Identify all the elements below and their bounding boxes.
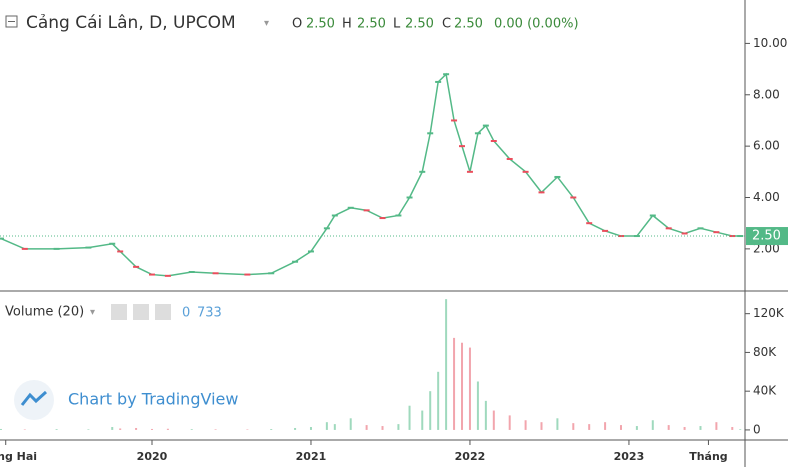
- volume-bar: [55, 429, 58, 430]
- volume-bar: [540, 422, 543, 430]
- volume-bar: [556, 418, 559, 430]
- y-tick-label: 8.00: [753, 87, 780, 101]
- volume-bar: [408, 405, 411, 430]
- volume-bar: [119, 428, 122, 430]
- x-tick-label: 2022: [455, 450, 486, 463]
- volume-bar: [349, 418, 352, 430]
- volume-bar: [731, 427, 734, 430]
- volume-value-b: 733: [197, 306, 222, 321]
- volume-bar: [476, 381, 479, 430]
- dropdown[interactable]: ▾: [90, 307, 95, 318]
- collapse-icon[interactable]: [5, 15, 18, 28]
- volume-bar: [445, 299, 448, 430]
- c-value: 2.50: [454, 17, 483, 32]
- volume-bar: [492, 410, 495, 430]
- volume-bar: [651, 420, 654, 430]
- volume-bar: [150, 428, 153, 430]
- volume-bar: [325, 422, 328, 430]
- volume-bar: [365, 425, 368, 430]
- volume-bar: [429, 391, 432, 430]
- c-label: C: [442, 17, 451, 32]
- x-tick-label: 2021: [296, 450, 327, 463]
- volume-bar: [190, 429, 193, 430]
- volume-bar: [468, 347, 471, 430]
- volume-bar: [309, 427, 312, 430]
- volume-title[interactable]: Volume (20): [5, 305, 84, 320]
- h-label: H: [342, 17, 352, 32]
- volume-bar: [166, 428, 169, 430]
- volume-bar: [588, 424, 591, 430]
- volume-bar: [461, 342, 464, 430]
- y-tick-label: 4.00: [753, 190, 780, 204]
- volume-bar: [508, 415, 511, 430]
- volume-bar: [572, 423, 575, 430]
- x-tick-label: 2023: [614, 450, 645, 463]
- watermark[interactable]: Chart by TradingView: [14, 380, 238, 420]
- x-tick-label: Tháng Hai: [0, 450, 37, 463]
- price-line: [0, 72, 741, 277]
- y-tick-label: 80K: [753, 345, 777, 359]
- volume-bar: [715, 422, 718, 430]
- x-tick-label: Tháng: [689, 450, 727, 463]
- watermark-text: Chart by TradingView: [68, 390, 238, 409]
- volume-bar: [87, 429, 90, 430]
- volume-bar: [111, 427, 114, 430]
- volume-bar: [294, 427, 297, 430]
- volume-bar: [214, 429, 217, 430]
- y-tick-label: 6.00: [753, 139, 780, 153]
- l-label: L: [393, 17, 401, 32]
- last-price-box: [746, 227, 788, 246]
- volume-bar: [699, 426, 702, 430]
- y-tick-label: 40K: [753, 384, 777, 398]
- volume-bar: [604, 422, 607, 430]
- symbol-title[interactable]: Cảng Cái Lân, D, UPCOM: [26, 13, 236, 33]
- volume-bar: [437, 371, 440, 430]
- change: 0.00 (0.00%): [494, 17, 579, 32]
- volume-bar: [524, 420, 527, 430]
- y-tick-label: 10.00: [753, 36, 787, 50]
- volume-bar: [270, 429, 273, 430]
- volume-bar: [135, 427, 138, 430]
- l-value: 2.50: [405, 17, 434, 32]
- volume-value-a: 0: [182, 306, 190, 321]
- volume-bar: [397, 424, 400, 430]
- volume-bar: [739, 429, 742, 430]
- dropdown[interactable]: ▾: [264, 18, 269, 29]
- volume-bar: [667, 425, 670, 430]
- y-tick-label: 120K: [753, 306, 785, 320]
- volume-bar: [333, 424, 336, 430]
- volume-bar: [421, 410, 424, 430]
- plot-area: [0, 72, 744, 430]
- volume-bar: [453, 337, 456, 430]
- last-price-label: 2.50: [752, 229, 781, 244]
- x-tick-label: 2020: [137, 450, 168, 463]
- y-tick-label: 0: [753, 422, 761, 436]
- visibility-button[interactable]: [111, 304, 127, 320]
- o-label: O: [292, 17, 302, 32]
- watermark-icon: [20, 390, 48, 406]
- volume-bar: [381, 426, 384, 430]
- o-value: 2.50: [306, 17, 335, 32]
- volume-bar: [635, 426, 638, 430]
- remove-button[interactable]: [155, 304, 171, 320]
- settings-button[interactable]: [133, 304, 149, 320]
- volume-bar: [683, 427, 686, 430]
- volume-bar: [0, 428, 2, 430]
- volume-bar: [619, 425, 622, 430]
- volume-bar: [484, 400, 487, 430]
- h-value: 2.50: [357, 17, 386, 32]
